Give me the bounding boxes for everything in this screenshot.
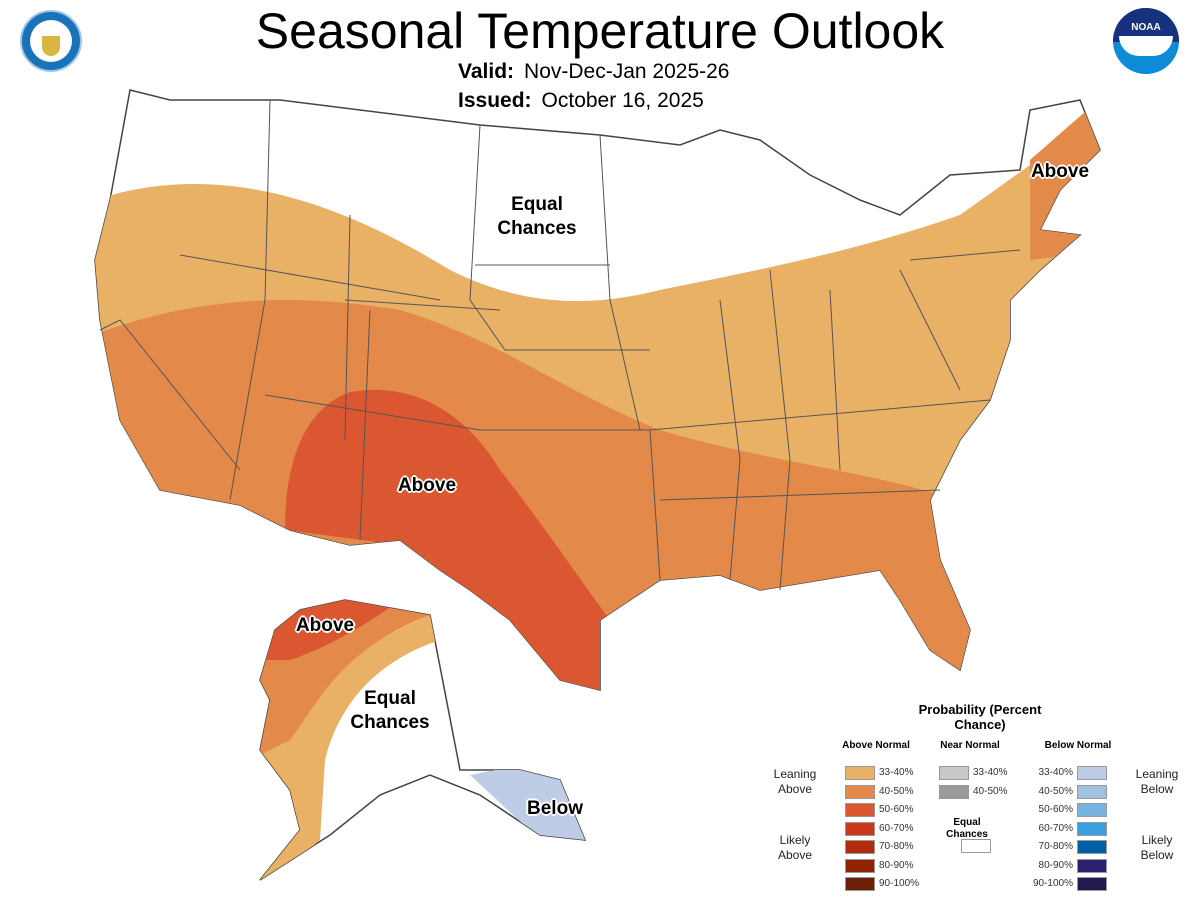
legend-label-above-3: 60-70% [879,822,914,834]
legend-swatch-near-0 [939,766,969,780]
legend-swatch-above-0 [845,766,875,780]
legend-label-below-4: 70-80% [1038,841,1073,852]
legend-swatch-below-6 [1077,877,1107,891]
legend-swatch-below-2 [1077,803,1107,817]
legend-swatch-above-6 [845,877,875,891]
label-alaska-below: Below [527,798,583,819]
label-alaska-above: Above [295,615,355,636]
zone-above-50-60 [285,389,610,690]
legend-likely-above: Likely Above [777,833,813,862]
legend-swatch-near-1 [939,784,969,799]
issued-line: Issued: October 16, 2025 [458,89,704,113]
legend-label-near-0: 33-40% [973,767,1008,778]
state-boundaries [99,99,1021,591]
legend-label-above-4: 70-80% [879,841,914,852]
legend-above-header: Above Normal [842,740,910,751]
legend-label-below-2: 50-60% [1038,804,1073,815]
legend-leaning-below: Leaning Below [1135,767,1179,796]
noaa-logo-text: NOAA [1131,22,1161,33]
conus-map [94,89,1101,691]
issued-label: Issued: [458,89,532,112]
label-alaska-equal-chances: Equal Chances [350,688,430,733]
legend-label-below-3: 60-70% [1038,822,1073,834]
legend-swatch-above-3 [845,821,875,836]
noaa-logo: NOAA [1113,8,1179,74]
legend-label-near-1: 40-50% [973,785,1008,797]
commerce-seal-logo [20,10,82,72]
legend-swatch-above-5 [845,858,875,873]
legend-near-header: Near Normal [940,740,1000,751]
label-conus-above-northeast: Above [1030,161,1090,182]
legend-label-below-5: 80-90% [1038,859,1073,871]
ak-zone-below-33-40 [470,765,585,845]
issued-value: October 16, 2025 [541,89,704,112]
ak-zone-above-50-60 [260,600,400,660]
legend-equal-chances-swatch [961,839,991,853]
legend-label-below-1: 40-50% [1038,785,1073,797]
legend-title: Probability (Percent Chance) [918,702,1042,732]
legend-label-above-1: 40-50% [879,785,914,797]
legend-likely-below: Likely Below [1140,833,1174,862]
page-title: Seasonal Temperature Outlook [255,3,945,59]
valid-label: Valid: [458,60,515,83]
legend-leaning-above: Leaning Above [773,767,817,796]
legend-equal-chances-label: Equal Chances [946,817,988,840]
legend-swatch-below-4 [1077,840,1107,854]
legend-label-above-2: 50-60% [879,804,914,815]
legend-swatch-below-0 [1077,766,1107,780]
legend-label-above-5: 80-90% [879,859,914,871]
legend-swatch-above-4 [845,840,875,854]
valid-line: Valid: Nov-Dec-Jan 2025-26 [458,60,729,84]
legend-label-below-6: 90-100% [1032,878,1073,889]
valid-value: Nov-Dec-Jan 2025-26 [524,60,730,83]
legend-swatch-above-2 [845,803,875,817]
legend-swatch-below-1 [1077,784,1107,799]
legend-swatch-below-5 [1077,858,1107,873]
legend-label-above-0: 33-40% [879,767,914,778]
legend-label-above-6: 90-100% [879,878,920,889]
legend-swatch-below-3 [1077,821,1107,836]
legend-label-below-0: 33-40% [1038,767,1073,778]
legend-swatch-above-1 [845,784,875,799]
legend-below-header: Below Normal [1044,740,1112,751]
label-conus-above-southwest: Above [397,475,457,496]
label-conus-equal-chances: Equal Chances [497,194,577,239]
